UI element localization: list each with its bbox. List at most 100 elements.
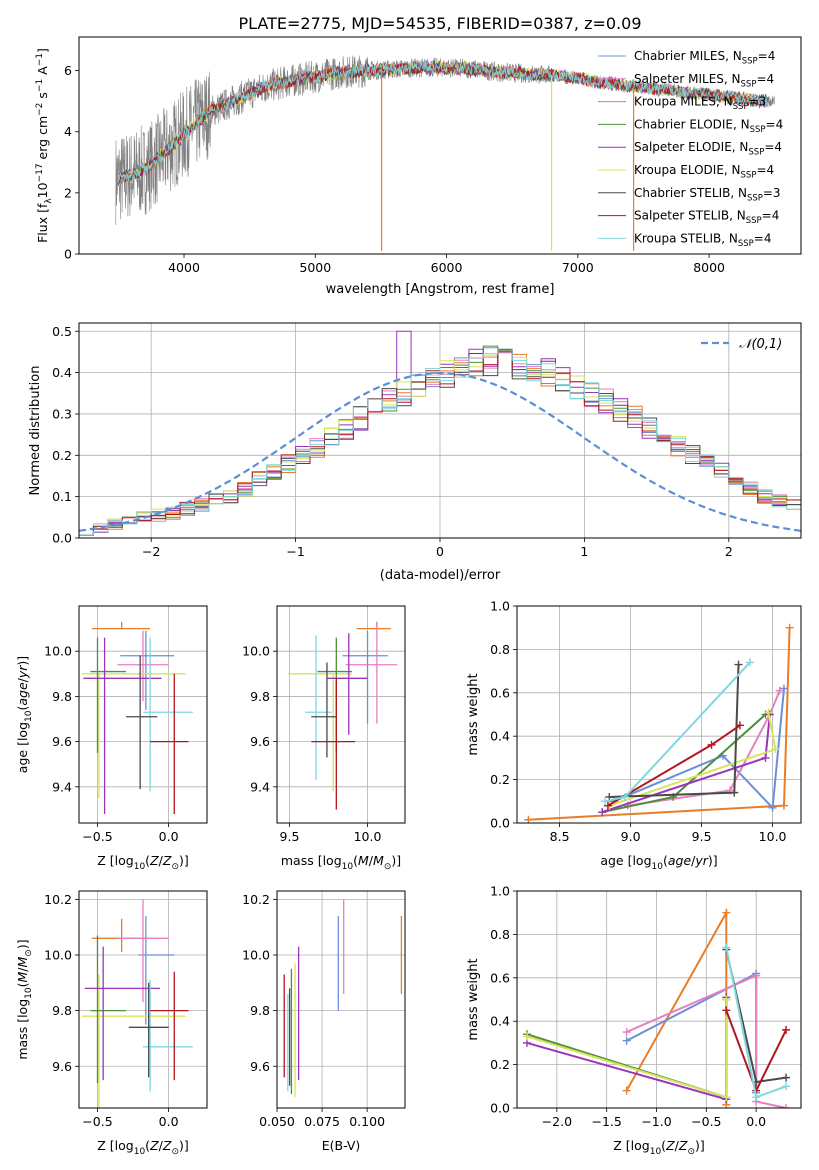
weight-series-salpeter-miles <box>622 971 791 1108</box>
errorbar-salpeter-stelib <box>311 678 356 810</box>
errorbar-chabrier-stelib <box>125 655 158 790</box>
x-tick-label: −1.0 <box>641 1114 671 1129</box>
y-tick-label: 9.8 <box>250 1003 270 1018</box>
x-tick-label: −1 <box>286 544 304 559</box>
spectrum-panel: 4000 5000 6000 7000 8000 0 2 4 6 wavelength [Angs… <box>35 36 802 297</box>
errorbar-chabrier-miles <box>342 630 388 724</box>
plot-area <box>524 623 794 823</box>
y-tick-label: 0.4 <box>52 365 72 380</box>
axes-frame <box>78 36 802 255</box>
weight-point <box>524 815 533 823</box>
y-tick-label: 1.0 <box>490 599 510 614</box>
x-axis-label: Z [log10(Z/Z⊙)] <box>97 1138 189 1157</box>
x-axis-label: E(B-V) <box>322 1138 361 1153</box>
weight-point <box>782 1082 791 1091</box>
weight-point <box>622 1086 631 1095</box>
x-tick-label: 1 <box>580 544 588 559</box>
y-tick-label: 0.2 <box>52 448 72 463</box>
mass-vs-ebv-panel: 0.050 0.075 0.100 9.6 9.8 10.0 10.2 E(B-V) <box>242 890 406 1153</box>
x-tick-label: 0.100 <box>349 1114 385 1129</box>
y-tick-label: 0.2 <box>490 1057 510 1072</box>
x-axis-label: mass [log10(M/M⊙)] <box>281 853 401 872</box>
weight-point <box>752 1093 761 1102</box>
legend-label: Salpeter ELODIE, NSSP=4 <box>634 140 782 158</box>
y-tick-label: 0.4 <box>490 729 510 744</box>
weight-series-kroupa-stelib <box>722 943 791 1102</box>
weight-point <box>775 686 784 695</box>
weight-series-kroupa-miles <box>524 623 794 823</box>
x-tick-label: 0 <box>436 544 444 559</box>
legend-label: Chabrier MILES, NSSP=4 <box>634 49 775 67</box>
axes-frame <box>516 605 802 824</box>
errorbar-salpeter-elodie <box>83 637 162 814</box>
weight-point <box>761 753 770 762</box>
x-tick-label: −0.5 <box>82 829 112 844</box>
weight-line <box>613 688 785 811</box>
weight-series-chabrier-miles <box>622 969 761 1097</box>
x-tick-label: 10.0 <box>354 829 382 844</box>
x-tick-label: 0.0 <box>746 1114 766 1129</box>
axes-frame <box>78 322 802 539</box>
errorbar-chabrier-miles <box>120 630 175 710</box>
errorbar-salpeter-stelib <box>150 971 189 1081</box>
y-tick-label: 10.0 <box>242 644 270 659</box>
x-tick-label: −2.0 <box>542 1114 572 1129</box>
x-axis-label: Z [log10(Z/Z⊙)] <box>97 853 189 872</box>
weight-series-salpeter-stelib <box>722 1006 791 1095</box>
errorbar-kroupa-miles <box>91 918 151 953</box>
x-tick-label: 2 <box>725 544 733 559</box>
plot-area <box>79 330 801 536</box>
histogram-kroupa-stelib <box>79 348 801 536</box>
errorbar-chabrier-elodie <box>317 637 352 753</box>
legend-label: 𝒩(0,1) <box>739 337 782 352</box>
x-tick-label: −1.5 <box>592 1114 622 1129</box>
weight-series-salpeter-miles <box>623 686 784 810</box>
x-tick-label: 0.0 <box>159 829 179 844</box>
x-tick-label: 0.0 <box>159 1114 179 1129</box>
legend-label: Chabrier STELIB, NSSP=3 <box>634 186 781 204</box>
axes-frame <box>516 890 802 1109</box>
weight-point <box>779 684 788 693</box>
weight-series-chabrier-miles <box>609 684 788 812</box>
y-axis-label: age [log10(age/yr)] <box>15 656 34 773</box>
errorbar-chabrier-elodie <box>90 637 126 753</box>
x-tick-label: 8000 <box>693 260 725 275</box>
y-tick-label: 9.4 <box>52 779 72 794</box>
weight-point <box>722 908 731 917</box>
x-tick-label: 9.5 <box>280 829 300 844</box>
weight-vs-metallicity-panel: −2.0 −1.5 −1.0 −0.5 0.0 0.0 0.2 0.4 0.6 0.8 1.0 Z [… <box>466 884 802 1157</box>
x-tick-label: 0.075 <box>304 1114 340 1129</box>
y-tick-label: 9.6 <box>250 1059 270 1074</box>
x-axis-label: Z [log10(Z/Z⊙)] <box>613 1138 705 1157</box>
errorbar-chabrier-stelib <box>128 982 169 1078</box>
y-tick-label: 9.8 <box>250 689 270 704</box>
errorbar-kroupa-elodie <box>81 974 186 1108</box>
y-tick-label: 9.4 <box>250 779 270 794</box>
errorbar-kroupa-stelib <box>305 635 332 781</box>
weight-point <box>764 708 773 717</box>
figure-title: PLATE=2775, MJD=54535, FIBERID=0387, z=0… <box>238 14 641 33</box>
y-tick-label: 0.5 <box>52 324 72 339</box>
y-tick-label: 2 <box>64 185 72 200</box>
weight-series-kroupa-elodie <box>522 995 731 1102</box>
x-axis-label: age [log10(age/yr)] <box>600 853 717 872</box>
weight-point <box>779 801 788 810</box>
weight-point <box>768 803 777 812</box>
errorbar-kroupa-elodie <box>287 673 352 792</box>
weight-point <box>722 943 731 952</box>
weight-point <box>782 1025 791 1034</box>
x-tick-label: 9.0 <box>621 829 641 844</box>
y-tick-label: 10.0 <box>44 644 72 659</box>
y-tick-label: 0.0 <box>52 531 72 546</box>
weight-point <box>782 1073 791 1082</box>
errorbar-salpeter-miles <box>117 630 169 701</box>
x-tick-label: 6000 <box>431 260 463 275</box>
x-tick-label: −0.5 <box>82 1114 112 1129</box>
weight-point <box>722 1093 731 1102</box>
y-tick-label: 4 <box>64 124 72 139</box>
weight-line <box>626 974 787 1108</box>
weight-vs-age-panel: 8.5 9.0 9.5 10.0 0.0 0.2 0.4 0.6 0.8 1.0 age [log1… <box>466 599 802 872</box>
weight-point <box>620 792 629 801</box>
weight-point <box>622 1036 631 1045</box>
weight-point <box>730 788 739 797</box>
